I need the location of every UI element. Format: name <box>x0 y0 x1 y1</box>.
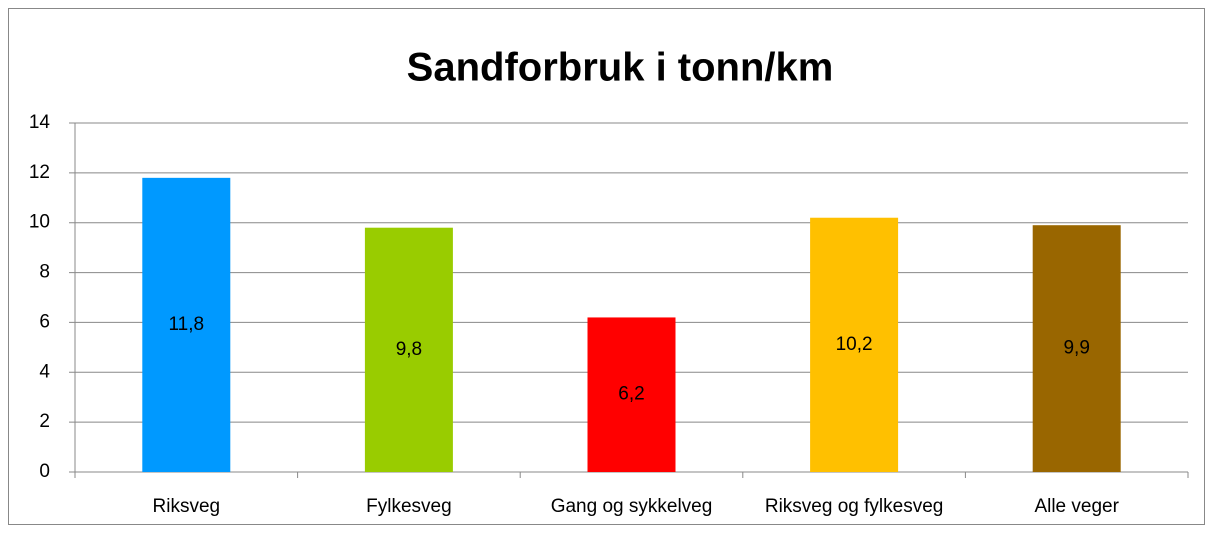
y-tick-label: 8 <box>39 262 50 283</box>
y-tick-label: 10 <box>29 212 50 233</box>
y-tick-label: 4 <box>39 361 50 382</box>
bar <box>810 217 899 472</box>
y-tick-label: 2 <box>39 411 50 432</box>
data-label: 6,2 <box>618 384 644 405</box>
data-label: 9,9 <box>1063 338 1089 359</box>
x-tick-label: Riksveg og fylkesveg <box>765 496 943 517</box>
x-tick-label: Alle veger <box>1034 496 1119 517</box>
y-tick-label: 14 <box>29 112 51 133</box>
bar <box>1032 225 1121 472</box>
x-tick-label: Gang og sykkelveg <box>551 496 713 517</box>
bar <box>364 227 453 472</box>
x-tick-label: Fylkesveg <box>366 496 452 517</box>
chart-title: Sandforbruk i tonn/km <box>407 46 834 90</box>
y-tick-label: 0 <box>39 461 50 482</box>
data-label: 10,2 <box>836 334 873 355</box>
bar <box>587 317 676 472</box>
data-label: 11,8 <box>169 314 205 335</box>
y-tick-label: 6 <box>39 311 50 332</box>
data-label: 9,8 <box>396 339 422 360</box>
y-tick-label: 12 <box>29 162 50 183</box>
x-tick-label: Riksveg <box>153 496 221 517</box>
bar <box>142 177 231 473</box>
